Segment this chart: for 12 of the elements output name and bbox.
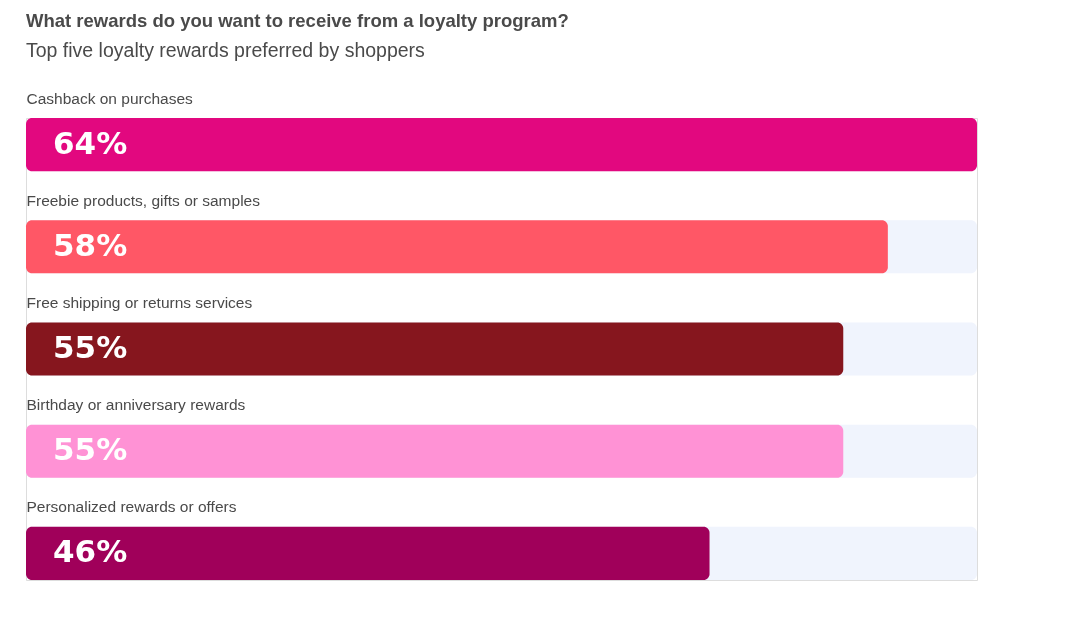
data-label: 55% — [53, 431, 128, 468]
chart-title: What rewards do you want to receive from a loyalty program? — [26, 10, 569, 32]
data-label: 58% — [53, 226, 128, 263]
chart-subtitle: Top five loyalty rewards preferred by shoppers — [26, 38, 426, 61]
data-label: 46% — [53, 533, 128, 570]
y-tick-label: Personalized rewards or offers — [26, 498, 237, 516]
y-tick-label: Cashback on purchases — [26, 89, 194, 107]
data-label: 55% — [53, 329, 128, 365]
data-label: 64% — [53, 124, 128, 161]
y-tick-label: Free shipping or returns services — [26, 294, 253, 311]
y-tick-label: Freebie products, gifts or samples — [26, 191, 261, 209]
y-tick-label: Birthday or anniversary rewards — [26, 396, 246, 414]
